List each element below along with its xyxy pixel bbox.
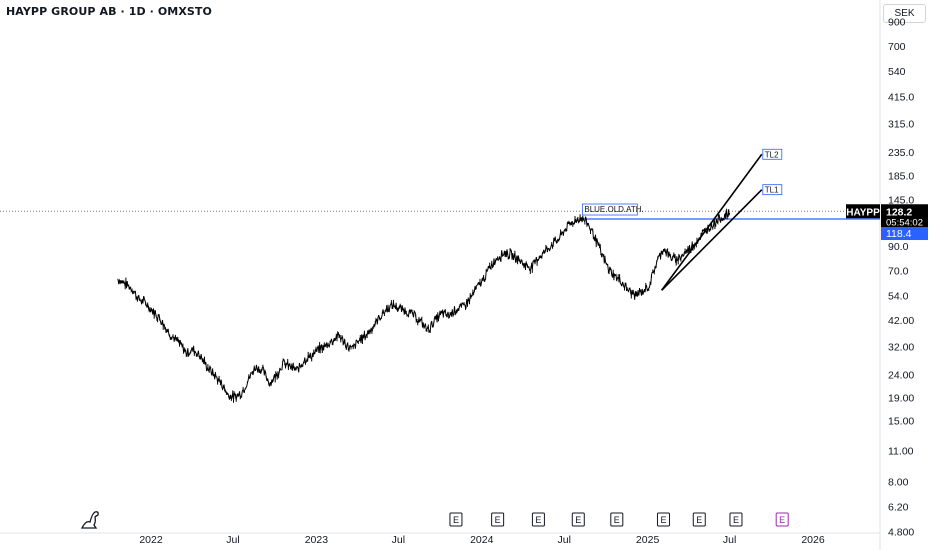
y-tick-label: 24.00 — [888, 370, 914, 382]
earnings-marker-label: E — [660, 515, 666, 525]
earnings-marker-box — [610, 512, 624, 527]
trend-label-tl1: TL1 — [765, 186, 779, 195]
earnings-marker-label: E — [575, 515, 581, 525]
earnings-e-icon[interactable]: E — [692, 512, 706, 527]
x-tick-label: Jul — [723, 534, 736, 546]
y-tick-label: 90.0 — [888, 241, 909, 253]
y-tick-label: 235.0 — [888, 147, 914, 159]
earnings-marker-box — [491, 512, 505, 527]
earnings-e-icon[interactable]: E — [610, 512, 624, 527]
y-tick-label: 19.00 — [888, 392, 914, 404]
earnings-marker-label: E — [733, 515, 739, 525]
x-tick-label: Jul — [392, 534, 405, 546]
bar-countdown: 05:54:02 — [886, 217, 923, 228]
old-ath-label-box — [581, 203, 638, 216]
x-tick-label: Jul — [226, 534, 239, 546]
earnings-e-icon[interactable]: E — [729, 512, 743, 527]
trend-line-tl2 — [661, 153, 763, 291]
level-badge-value: 118.4 — [886, 228, 912, 240]
earnings-e-icon[interactable]: E — [531, 512, 545, 527]
y-tick-label: 415.0 — [888, 92, 914, 104]
earnings-marker-label: E — [779, 515, 785, 525]
last-price-value: 128.2 — [886, 206, 912, 218]
y-tick-label: 900 — [888, 16, 906, 28]
y-tick-label: 32.00 — [888, 342, 914, 354]
earnings-marker-box — [692, 512, 706, 527]
y-tick-label: 540 — [888, 66, 906, 78]
x-tick-label: 2024 — [470, 534, 494, 546]
y-tick-label: 42.00 — [888, 315, 914, 327]
earnings-marker-label: E — [453, 515, 459, 525]
y-tick-label: 315.0 — [888, 119, 914, 131]
earnings-marker-box — [656, 512, 670, 527]
earnings-e-icon[interactable]: E — [656, 512, 670, 527]
earnings-marker-box — [531, 512, 545, 527]
earnings-marker-box — [729, 512, 743, 527]
earnings-marker-label: E — [614, 515, 620, 525]
y-tick-label: 145.0 — [888, 194, 914, 206]
earnings-marker-label: E — [535, 515, 541, 525]
earnings-e-icon[interactable]: E — [491, 512, 505, 527]
old-ath-label: BLUE.OLD.ATH. — [584, 205, 643, 214]
level-badge — [881, 227, 928, 241]
ticker-badge — [846, 204, 880, 219]
x-tick-label: 2026 — [801, 534, 825, 546]
y-tick-label: 70.0 — [888, 265, 909, 277]
earnings-marker-box — [775, 512, 789, 527]
earnings-e-icon[interactable]: E — [571, 512, 585, 527]
chart-title: HAYPP GROUP AB · 1D · OMXSTO — [6, 5, 212, 18]
currency-button[interactable]: SEK — [883, 4, 926, 23]
y-tick-label: 15.00 — [888, 415, 914, 427]
y-tick-label: 185.0 — [888, 171, 914, 183]
y-tick-label: 8.00 — [888, 477, 909, 489]
trend-label-box — [762, 148, 783, 160]
last-price-badge — [881, 204, 928, 228]
earnings-marker-box — [571, 512, 585, 527]
trend-label-tl2: TL2 — [765, 150, 779, 159]
x-tick-label: 2022 — [139, 534, 163, 546]
ticker-badge-label: HAYPP — [846, 207, 880, 218]
earnings-marker-box — [449, 512, 463, 527]
price-series-line — [117, 208, 731, 403]
trend-label-box — [762, 184, 783, 196]
y-tick-label: 11.00 — [888, 446, 914, 458]
earnings-e-icon[interactable]: E — [449, 512, 463, 527]
y-tick-label: 54.0 — [888, 291, 909, 303]
y-tick-label: 6.20 — [888, 502, 909, 514]
y-tick-label: 4.800 — [888, 527, 914, 539]
earnings-marker-label: E — [495, 515, 501, 525]
earnings-marker-label: E — [696, 515, 702, 525]
trend-line-tl1 — [661, 189, 763, 291]
x-tick-label: Jul — [558, 534, 571, 546]
x-tick-label: 2025 — [636, 534, 660, 546]
y-tick-label: 700 — [888, 41, 906, 53]
x-tick-label: 2023 — [305, 534, 329, 546]
tradingview-logo-icon[interactable] — [80, 508, 102, 530]
earnings-e-icon[interactable]: E — [775, 512, 789, 527]
